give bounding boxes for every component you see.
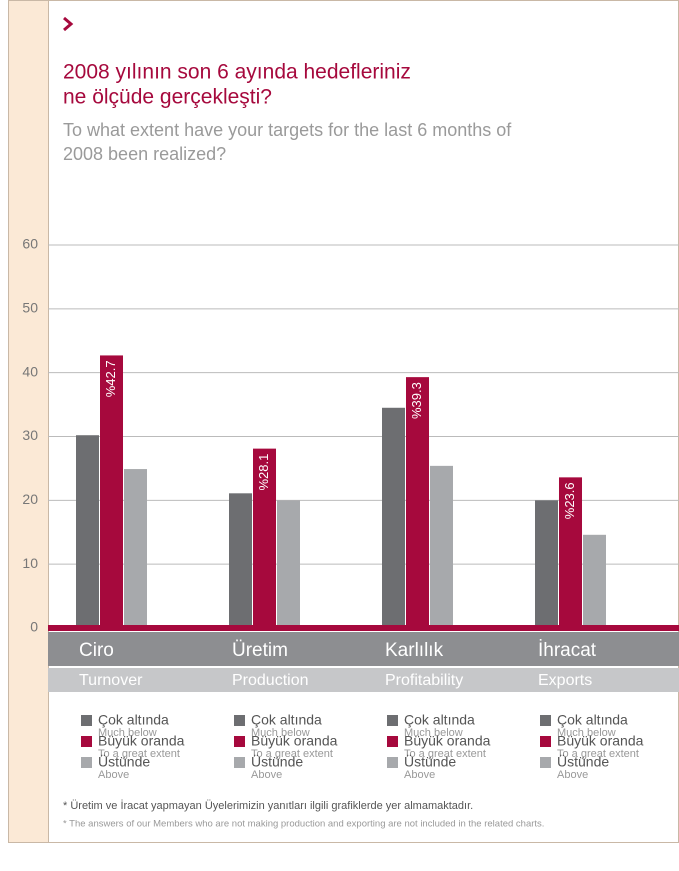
bar [559, 477, 582, 628]
legend-label: Çok altında [98, 712, 169, 728]
subtitle: To what extent have your targets for the… [63, 120, 512, 140]
y-tick-label: 20 [22, 491, 38, 507]
footnote: * The answers of our Members who are not… [63, 819, 544, 830]
title: ne ölçüde gerçekleşti? [63, 86, 272, 109]
bar [382, 407, 405, 628]
legend-label-en: Above [98, 769, 129, 781]
legend-label-en: Much below [98, 727, 157, 739]
y-tick-label: 50 [22, 300, 38, 316]
legend-swatch [387, 757, 398, 768]
subtitle: 2008 been realized? [63, 144, 226, 164]
legend-label: Üstünde [404, 753, 456, 770]
y-tick-label: 40 [22, 363, 38, 379]
legend-label-en: To a great extent [251, 748, 333, 760]
value-label: %23.6 [562, 482, 577, 519]
category-label: Üretim [232, 640, 288, 661]
category-label: Karlılık [385, 640, 444, 661]
legend-swatch [234, 715, 245, 726]
legend-label-en: To a great extent [404, 748, 486, 760]
y-tick-label: 30 [22, 427, 38, 443]
category-label-en: Profitability [385, 672, 463, 689]
legend-label: Çok altında [251, 712, 322, 728]
legend-swatch [387, 715, 398, 726]
legend-label-en: Above [557, 769, 588, 781]
category-label-en: Turnover [79, 672, 143, 689]
bar [76, 435, 99, 628]
bar [583, 534, 606, 628]
arrow-icon [63, 16, 74, 32]
legend-label-en: Above [251, 769, 282, 781]
bar [430, 465, 453, 628]
legend-swatch [540, 715, 551, 726]
legend-label: Üstünde [98, 753, 150, 770]
category-band [48, 632, 679, 666]
legend-label: Büyük oranda [98, 733, 185, 749]
bar [100, 355, 123, 628]
value-label: %39.3 [409, 382, 424, 419]
category-label-en: Exports [538, 672, 592, 689]
bar [229, 493, 252, 628]
legend-label-en: Much below [557, 727, 616, 739]
legend-label-en: Above [404, 769, 435, 781]
legend-swatch [234, 736, 245, 747]
legend-swatch [81, 736, 92, 747]
legend-label: Çok altında [404, 712, 475, 728]
legend-label: Büyük oranda [557, 733, 644, 749]
legend-swatch [540, 757, 551, 768]
bar [253, 448, 276, 628]
title: 2008 yılının son 6 ayında hedefleriniz [63, 61, 411, 84]
legend-swatch [81, 715, 92, 726]
bar [535, 500, 558, 628]
legend-label-en: To a great extent [557, 748, 639, 760]
legend-label: Üstünde [251, 753, 303, 770]
legend-swatch [387, 736, 398, 747]
legend-label: Büyük oranda [404, 733, 491, 749]
legend-label-en: To a great extent [98, 748, 180, 760]
legend-swatch [234, 757, 245, 768]
side-strip [8, 0, 48, 843]
legend-swatch [81, 757, 92, 768]
bar [277, 500, 300, 628]
y-tick-label: 60 [22, 236, 38, 252]
legend-label-en: Much below [404, 727, 463, 739]
legend-label: Çok altında [557, 712, 628, 728]
bar [406, 377, 429, 628]
category-band-en [48, 668, 679, 692]
value-label: %28.1 [256, 454, 271, 491]
category-label: İhracat [538, 640, 597, 661]
y-tick-label: 0 [30, 619, 38, 635]
category-label-en: Production [232, 672, 309, 689]
legend-label: Üstünde [557, 753, 609, 770]
y-tick-label: 10 [22, 555, 38, 571]
category-label: Ciro [79, 640, 114, 661]
bar [124, 469, 147, 628]
footnote: * Üretim ve İracat yapmayan Üyelerimizin… [63, 799, 473, 812]
legend-swatch [540, 736, 551, 747]
baseline [48, 625, 679, 631]
legend-label: Büyük oranda [251, 733, 338, 749]
legend-label-en: Much below [251, 727, 310, 739]
value-label: %42.7 [103, 360, 118, 397]
